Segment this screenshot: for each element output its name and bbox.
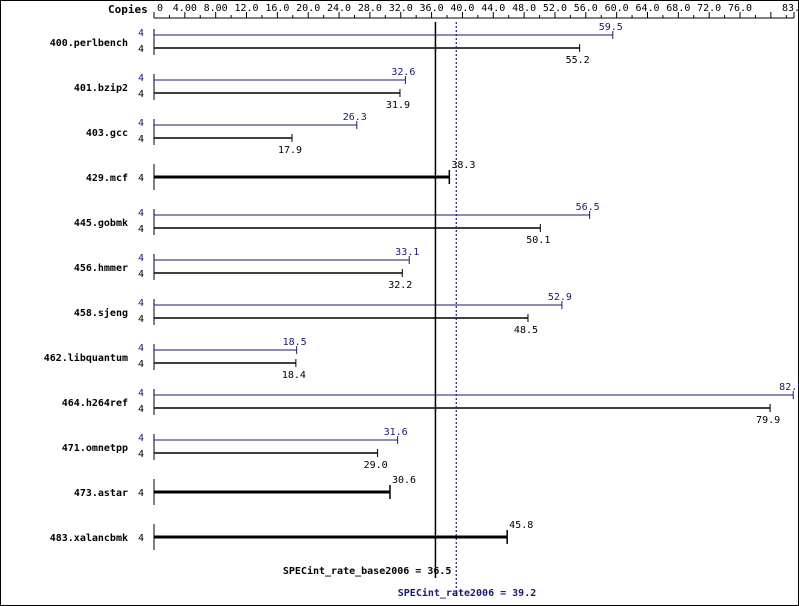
x-tick-label: 0 [157,3,163,14]
benchmark-label: 458.sjeng [74,307,128,319]
peak-copies: 4 [138,298,144,309]
x-tick-label: 56.0 [574,3,598,14]
base-copies: 4 [138,449,144,460]
benchmark-label: 403.gcc [86,128,128,139]
peak-reference-label: SPECint_rate2006 = 39.2 [398,587,536,599]
benchmark-label: 483.xalancbmk [50,533,128,544]
peak-value-label: 32.6 [391,67,415,78]
base-copies: 4 [138,314,144,325]
peak-value-label: 26.3 [343,112,367,123]
x-tick-label: 83.0 [782,3,799,14]
base-reference-label: SPECint_rate_base2006 = 36.5 [283,565,452,577]
base-copies: 4 [138,488,144,499]
benchmark-label: 473.astar [74,488,128,499]
benchmark-label: 429.mcf [86,173,128,184]
x-tick-label: 44.0 [481,3,505,14]
x-tick-label: 24.0 [327,3,351,14]
base-value-label: 18.4 [282,370,306,381]
combined-value-label: 30.6 [392,475,416,486]
peak-value-label: 82.9 [779,382,799,393]
x-tick-label: 52.0 [543,3,567,14]
base-value-label: 32.2 [388,280,412,291]
base-value-label: 50.1 [526,235,550,246]
x-tick-label: 16.0 [265,3,289,14]
base-value-label: 17.9 [278,145,302,156]
x-tick-label: 72.0 [697,3,721,14]
peak-value-label: 52.9 [548,292,572,303]
base-value-label: 55.2 [566,55,590,66]
x-tick-label: 4.00 [173,3,197,14]
base-value-label: 29.0 [364,460,388,471]
benchmark-label: 462.libquantum [44,352,128,364]
base-copies: 4 [138,359,144,370]
peak-value-label: 59.5 [599,22,623,33]
combined-value-label: 45.8 [509,520,533,531]
x-tick-label: 28.0 [358,3,382,14]
base-value-label: 31.9 [386,100,410,111]
peak-value-label: 31.6 [384,427,408,438]
benchmark-label: 400.perlbench [50,38,128,49]
base-copies: 4 [138,533,144,544]
x-tick-label: 60.0 [605,3,629,14]
peak-value-label: 33.1 [395,247,419,258]
peak-copies: 4 [138,343,144,354]
peak-copies: 4 [138,28,144,39]
peak-copies: 4 [138,253,144,264]
base-value-label: 79.9 [756,415,780,426]
peak-value-label: 18.5 [283,337,307,348]
peak-copies: 4 [138,433,144,444]
peak-copies: 4 [138,73,144,84]
peak-value-label: 56.5 [576,202,600,213]
base-copies: 4 [138,404,144,415]
base-copies: 4 [138,44,144,55]
x-tick-label: 64.0 [635,3,659,14]
peak-copies: 4 [138,388,144,399]
x-tick-label: 36.0 [420,3,444,14]
peak-copies: 4 [138,208,144,219]
benchmark-label: 456.hmmer [74,263,128,274]
x-tick-label: 20.0 [296,3,320,14]
copies-header: Copies [108,3,148,16]
benchmark-label: 401.bzip2 [74,82,128,94]
x-tick-label: 76.0 [728,3,752,14]
base-value-label: 48.5 [514,325,538,336]
benchmark-label: 445.gobmk [74,218,128,229]
combined-value-label: 38.3 [451,160,475,171]
peak-copies: 4 [138,118,144,129]
x-tick-label: 48.0 [512,3,536,14]
benchmark-label: 471.omnetpp [62,443,128,454]
x-tick-label: 8.00 [204,3,228,14]
benchmark-label: 464.h264ref [62,398,128,409]
base-copies: 4 [138,134,144,145]
base-copies: 4 [138,224,144,235]
x-tick-label: 40.0 [450,3,474,14]
x-tick-label: 12.0 [234,3,258,14]
base-copies: 4 [138,173,144,184]
base-copies: 4 [138,89,144,100]
x-tick-label: 68.0 [666,3,690,14]
base-copies: 4 [138,269,144,280]
x-tick-label: 32.0 [389,3,413,14]
